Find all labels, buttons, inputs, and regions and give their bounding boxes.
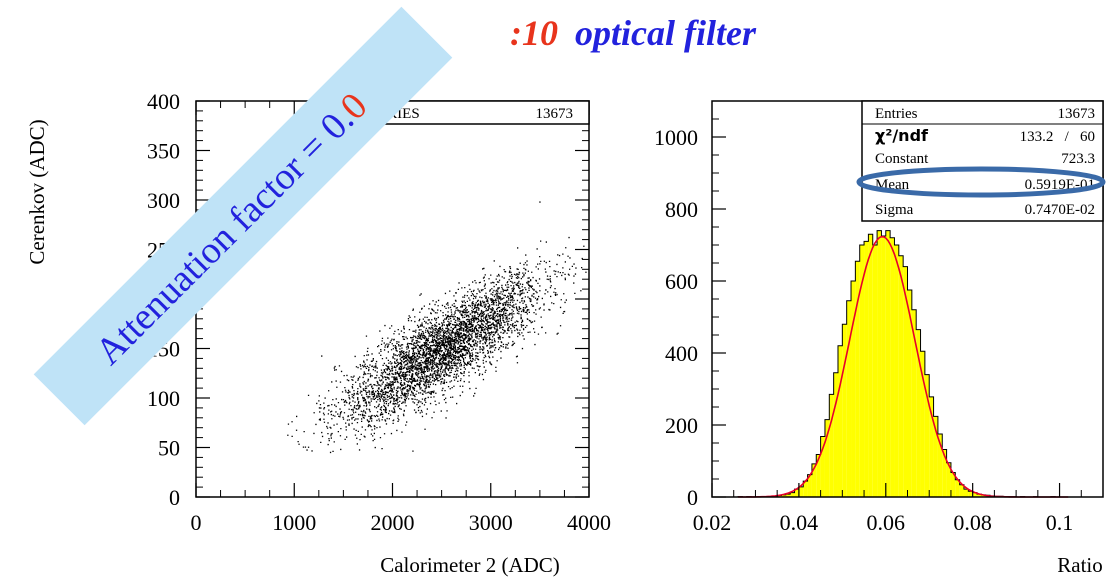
histogram-bar [785, 494, 791, 497]
scatter-points [287, 201, 587, 454]
banner-text: Attenuation factor = 0.0 [87, 85, 375, 373]
histogram-x-tick-label: 0.02 [693, 510, 732, 535]
histogram-bar [968, 491, 973, 497]
histogram-x-tick-label: 0.06 [867, 510, 906, 535]
stats-entries-value: 13673 [1058, 106, 1096, 122]
histogram-stats-box: Entries 13673 χ²/ndf 133.2 / 60 Constant… [861, 100, 1104, 222]
histogram-bar [911, 309, 917, 497]
histogram-bar [950, 472, 956, 497]
histogram-y-tick-label: 200 [665, 413, 698, 438]
histogram-y-tick-label: 1000 [654, 125, 698, 150]
histogram-bar [885, 230, 891, 497]
scatter-x-axis-label: Calorimeter 2 (ADC) [380, 553, 560, 577]
histogram-bar [942, 449, 947, 497]
histogram-bar [851, 281, 856, 497]
histogram-bar [937, 434, 943, 497]
banner-label: Attenuation factor = 0. [87, 98, 362, 373]
histogram-bar [933, 416, 938, 497]
scatter-y-tick-label: 400 [147, 89, 180, 114]
histogram-bar [798, 486, 804, 497]
histogram-bar [842, 324, 847, 497]
mean-highlight-ellipse [856, 166, 1106, 198]
histogram-bar [790, 492, 795, 497]
histogram-bar [920, 351, 925, 497]
histogram-bar [859, 245, 865, 497]
histogram-bar [963, 489, 969, 497]
histogram-x-tick-label: 0.08 [953, 510, 992, 535]
stats-chi2-value: 133.2 / 60 [1020, 129, 1095, 145]
histogram-bar [959, 484, 964, 497]
histogram-bar [924, 374, 930, 497]
histogram-bar [811, 463, 817, 497]
histogram-bar [903, 266, 908, 497]
histogram-bar [907, 290, 912, 497]
histogram-bar [846, 300, 852, 497]
histogram-bar [894, 245, 899, 497]
histogram-bar [898, 255, 904, 497]
scatter-y-tick-label: 100 [147, 386, 180, 411]
stats-chi2-label: χ²/ndf [875, 126, 929, 145]
stats-entries-label: Entries [875, 106, 918, 122]
histogram-bar [833, 372, 838, 497]
scatter-point-cloud [287, 201, 587, 454]
scatter-stats-value: 13673 [536, 106, 574, 122]
histogram-bar [981, 494, 986, 497]
histogram-x-tick-label: 0.04 [780, 510, 819, 535]
histogram-bar [955, 479, 960, 497]
histogram-bar [946, 462, 951, 497]
histogram-x-tick-labels: 0.02 0.04 0.06 0.08 0.1 [693, 510, 1074, 535]
histogram-bar [916, 329, 921, 497]
scatter-y-tick-label: 50 [158, 436, 180, 461]
scatter-x-tick-label: 4000 [567, 510, 611, 535]
histogram-bar [824, 419, 830, 497]
histogram-bar [837, 345, 843, 497]
scatter-y-tick-label: 350 [147, 139, 180, 164]
stats-sigma-label: Sigma [875, 202, 914, 218]
histogram-bar [794, 489, 799, 497]
scatter-y-tick-label: 0 [169, 485, 180, 510]
scatter-x-tick-label: 2000 [371, 510, 415, 535]
histogram-y-tick-labels: 0 200 400 600 800 1000 [654, 125, 698, 510]
scatter-y-axis-label: Cerenkov (ADC) [25, 119, 49, 264]
histogram-y-tick-label: 400 [665, 341, 698, 366]
page-title: :10 optical filter [510, 13, 757, 53]
banner-background [33, 6, 453, 426]
scatter-x-tick-label: 1000 [272, 510, 316, 535]
scatter-x-tick-label: 3000 [469, 510, 513, 535]
histogram-bar [864, 241, 869, 497]
histogram-bar [803, 481, 808, 497]
histogram-bar [881, 236, 886, 497]
title-prefix: :10 [510, 13, 558, 53]
histogram-bar [855, 261, 860, 497]
scatter-x-tick-label: 0 [191, 510, 202, 535]
histogram-bar [877, 230, 882, 497]
stats-sigma-value: 0.7470E-02 [1025, 202, 1095, 218]
histogram-bar [829, 394, 834, 497]
histogram-bar [807, 474, 812, 497]
histogram-bar [872, 245, 878, 497]
histogram-bar [890, 237, 895, 498]
histogram-x-tick-label: 0.1 [1046, 510, 1074, 535]
histogram-x-axis-label: Ratio [1057, 553, 1103, 577]
scatter-x-tick-labels: 0 1000 2000 3000 4000 [191, 510, 612, 535]
histogram-bar [820, 436, 825, 497]
scatter-y-tick-label: 300 [147, 188, 180, 213]
histogram-bar [781, 494, 786, 497]
histogram-bar [972, 492, 978, 497]
histogram-bar [929, 396, 934, 497]
histogram-bars [738, 230, 1056, 498]
stats-constant-value: 723.3 [1061, 151, 1095, 167]
stats-box-frame [861, 100, 1104, 222]
histogram-bar [816, 454, 821, 497]
stats-constant-label: Constant [875, 151, 929, 167]
histogram-y-tick-label: 0 [687, 485, 698, 510]
histogram-bar [977, 494, 982, 497]
title-main: optical filter [575, 13, 757, 53]
histogram-y-tick-label: 600 [665, 269, 698, 294]
histogram-chart: 0 200 400 600 800 1000 0.02 0.04 0.06 0.08 0.1 En… [654, 100, 1106, 577]
histogram-ticks [711, 118, 1082, 498]
histogram-bar [868, 234, 873, 497]
histogram-y-tick-label: 800 [665, 197, 698, 222]
